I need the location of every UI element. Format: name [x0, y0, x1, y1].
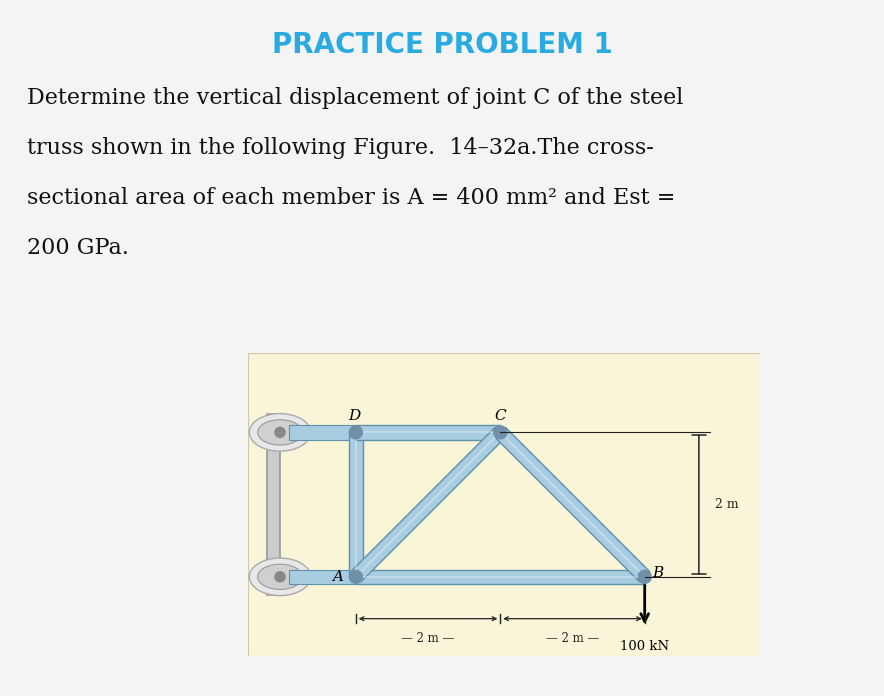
- Text: D: D: [348, 409, 361, 423]
- Text: truss shown in the following Figure.  14–32a.The cross-: truss shown in the following Figure. 14–…: [27, 137, 653, 159]
- Text: B: B: [652, 567, 663, 580]
- Polygon shape: [351, 427, 506, 582]
- Text: 200 GPa.: 200 GPa.: [27, 237, 128, 260]
- Circle shape: [494, 426, 507, 439]
- Ellipse shape: [249, 558, 310, 596]
- Text: C: C: [494, 409, 506, 423]
- Text: 2 m: 2 m: [715, 498, 738, 511]
- Bar: [267, 414, 280, 595]
- Text: 100 kN: 100 kN: [621, 640, 669, 654]
- Bar: [289, 425, 356, 440]
- Polygon shape: [348, 432, 363, 577]
- Circle shape: [638, 570, 652, 583]
- Polygon shape: [356, 425, 500, 440]
- FancyBboxPatch shape: [248, 353, 760, 656]
- Text: PRACTICE PROBLEM 1: PRACTICE PROBLEM 1: [271, 31, 613, 59]
- Circle shape: [349, 570, 362, 583]
- Text: — 2 m —: — 2 m —: [545, 632, 599, 644]
- Ellipse shape: [257, 564, 302, 590]
- Circle shape: [275, 427, 285, 438]
- Ellipse shape: [257, 420, 302, 445]
- Text: A: A: [332, 570, 343, 584]
- Polygon shape: [495, 427, 650, 582]
- Ellipse shape: [249, 413, 310, 451]
- Text: — 2 m —: — 2 m —: [401, 632, 454, 644]
- Circle shape: [349, 426, 362, 439]
- Polygon shape: [356, 569, 644, 584]
- Circle shape: [275, 571, 285, 582]
- Text: sectional area of each member is A = 400 mm² and Est =: sectional area of each member is A = 400…: [27, 187, 674, 209]
- Text: Determine the vertical displacement of joint C of the steel: Determine the vertical displacement of j…: [27, 87, 683, 109]
- Bar: [289, 569, 356, 584]
